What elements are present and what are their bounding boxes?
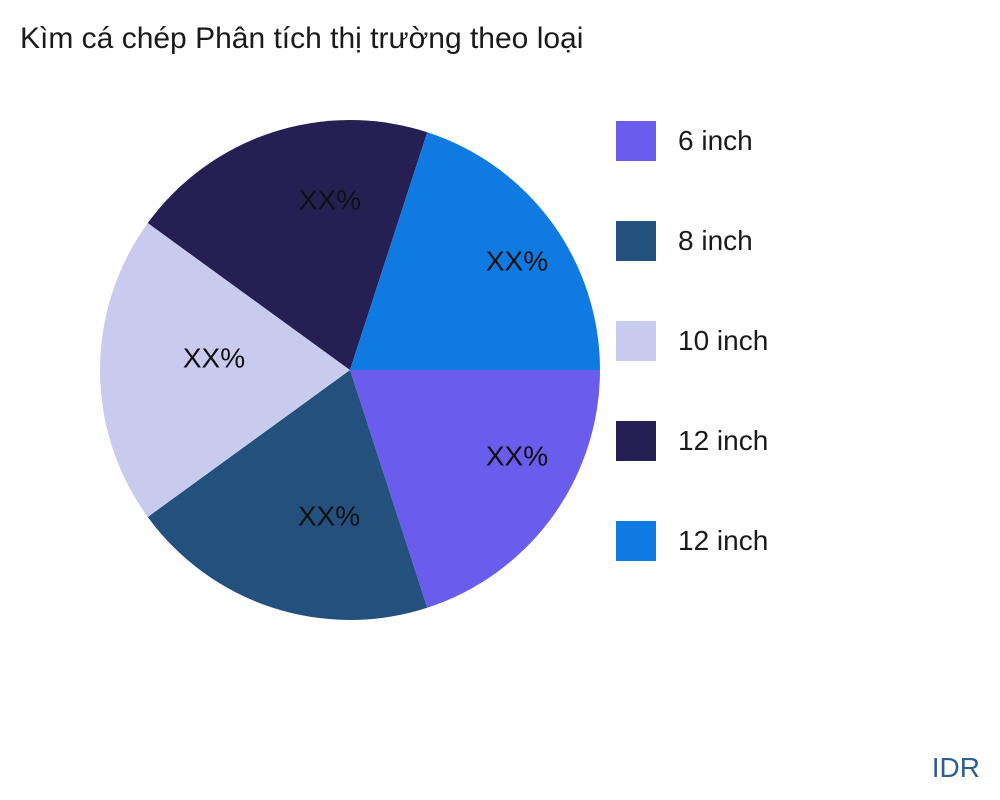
pie-slice-label-1: XX% (298, 501, 360, 532)
legend-item-0: 6 inch (616, 121, 768, 161)
legend-swatch-icon (616, 221, 656, 261)
pie-slice-10-inch-2 (100, 223, 350, 517)
legend-item-3: 12 inch (616, 421, 768, 461)
currency-label: IDR (931, 752, 980, 783)
pie-slice-12-inch-4 (350, 132, 600, 370)
legend-label: 12 inch (678, 425, 769, 456)
pie-slice-label-0: XX% (486, 441, 548, 472)
legend-label: 12 inch (678, 525, 769, 556)
pie-slice-label-2: XX% (183, 343, 245, 374)
legend-label: 10 inch (678, 325, 769, 356)
legend-swatch-icon (616, 521, 656, 561)
legend: 6 inch 8 inch 10 inch 12 inch 12 inch (616, 121, 768, 561)
legend-swatch-icon (616, 321, 656, 361)
legend-label: 6 inch (678, 125, 753, 156)
legend-item-2: 10 inch (616, 321, 768, 361)
pie-slice-8-inch-1 (147, 370, 428, 620)
legend-label: 8 inch (678, 225, 753, 256)
chart-title: Kìm cá chép Phân tích thị trường theo lo… (20, 22, 584, 55)
legend-swatch-icon (616, 421, 656, 461)
pie-slice-6-inch-0 (350, 370, 600, 608)
pie-slice-12-inch-3 (147, 120, 428, 370)
pie-slice-label-3: XX% (299, 185, 361, 216)
pie-slice-label-4: XX% (486, 246, 548, 277)
legend-item-1: 8 inch (616, 221, 768, 261)
legend-swatch-icon (616, 121, 656, 161)
legend-item-4: 12 inch (616, 521, 768, 561)
